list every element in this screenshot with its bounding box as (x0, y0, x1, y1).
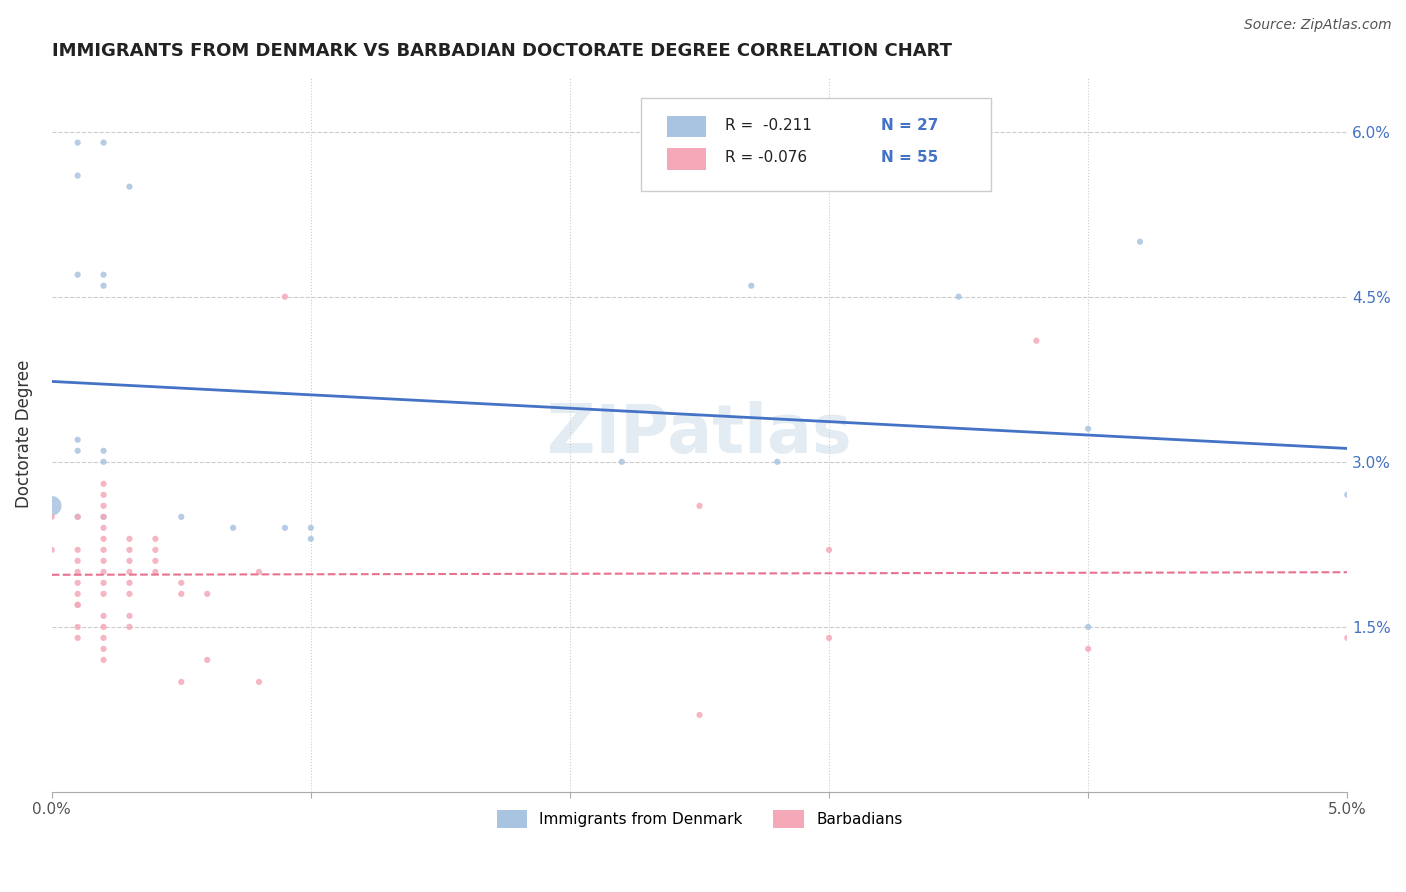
Point (299, 532, 322, 546)
Point (118, 575, 141, 590)
Point (66, 565, 89, 579)
Point (170, 575, 193, 590)
Point (1077, 620, 1099, 634)
Point (93, 575, 115, 590)
Point (145, 554, 167, 568)
Point (818, 631, 841, 645)
Point (1336, 488, 1358, 502)
Point (170, 674, 193, 689)
Point (66, 554, 89, 568)
Point (41, 542, 63, 557)
Point (93, 641, 115, 656)
FancyBboxPatch shape (666, 116, 706, 137)
Text: N = 55: N = 55 (882, 150, 938, 165)
Point (1025, 334, 1047, 348)
Point (93, 476, 115, 491)
Point (145, 532, 167, 546)
Point (195, 587, 218, 601)
Point (118, 179, 141, 194)
Text: N = 27: N = 27 (882, 118, 938, 133)
Point (66, 620, 89, 634)
Point (66, 542, 89, 557)
Point (93, 653, 115, 667)
Point (766, 455, 789, 469)
Text: R = -0.076: R = -0.076 (725, 150, 807, 165)
Point (41, 509, 63, 524)
Point (818, 542, 841, 557)
Legend: Immigrants from Denmark, Barbadians: Immigrants from Denmark, Barbadians (491, 804, 908, 834)
Point (145, 565, 167, 579)
Point (93, 542, 115, 557)
Point (93, 136, 115, 150)
Point (66, 169, 89, 183)
Point (66, 598, 89, 612)
Text: Source: ZipAtlas.com: Source: ZipAtlas.com (1244, 18, 1392, 32)
Point (689, 499, 711, 513)
Point (66, 268, 89, 282)
Point (66, 136, 89, 150)
Point (66, 575, 89, 590)
Point (66, 598, 89, 612)
Point (66, 433, 89, 447)
Point (1077, 422, 1099, 436)
Point (610, 455, 633, 469)
Point (66, 509, 89, 524)
Point (93, 509, 115, 524)
Text: IMMIGRANTS FROM DENMARK VS BARBADIAN DOCTORATE DEGREE CORRELATION CHART: IMMIGRANTS FROM DENMARK VS BARBADIAN DOC… (52, 42, 952, 60)
Point (118, 565, 141, 579)
Point (93, 278, 115, 293)
Point (118, 587, 141, 601)
Point (66, 587, 89, 601)
Point (740, 278, 762, 293)
Point (274, 290, 297, 304)
Point (93, 499, 115, 513)
Point (222, 521, 245, 535)
Point (689, 707, 711, 722)
Point (1336, 631, 1358, 645)
Point (93, 455, 115, 469)
Point (41, 499, 63, 513)
Point (170, 587, 193, 601)
Point (93, 620, 115, 634)
Point (66, 631, 89, 645)
FancyBboxPatch shape (666, 148, 706, 169)
Point (93, 268, 115, 282)
Point (274, 521, 297, 535)
Point (299, 521, 322, 535)
Point (1129, 235, 1152, 249)
Point (93, 521, 115, 535)
FancyBboxPatch shape (641, 98, 991, 191)
Point (247, 565, 270, 579)
Point (118, 620, 141, 634)
Point (66, 443, 89, 458)
Point (93, 443, 115, 458)
Text: ZIPatlas: ZIPatlas (547, 401, 852, 467)
Point (93, 532, 115, 546)
Point (93, 631, 115, 645)
Point (170, 509, 193, 524)
Point (118, 542, 141, 557)
Text: R =  -0.211: R = -0.211 (725, 118, 813, 133)
Point (195, 653, 218, 667)
Point (948, 290, 970, 304)
Y-axis label: Doctorate Degree: Doctorate Degree (15, 360, 32, 508)
Point (1077, 641, 1099, 656)
Point (66, 509, 89, 524)
Point (118, 608, 141, 623)
Point (118, 532, 141, 546)
Point (93, 608, 115, 623)
Point (93, 554, 115, 568)
Point (118, 554, 141, 568)
Point (145, 542, 167, 557)
Point (93, 565, 115, 579)
Point (247, 674, 270, 689)
Point (93, 587, 115, 601)
Point (93, 488, 115, 502)
Point (93, 509, 115, 524)
